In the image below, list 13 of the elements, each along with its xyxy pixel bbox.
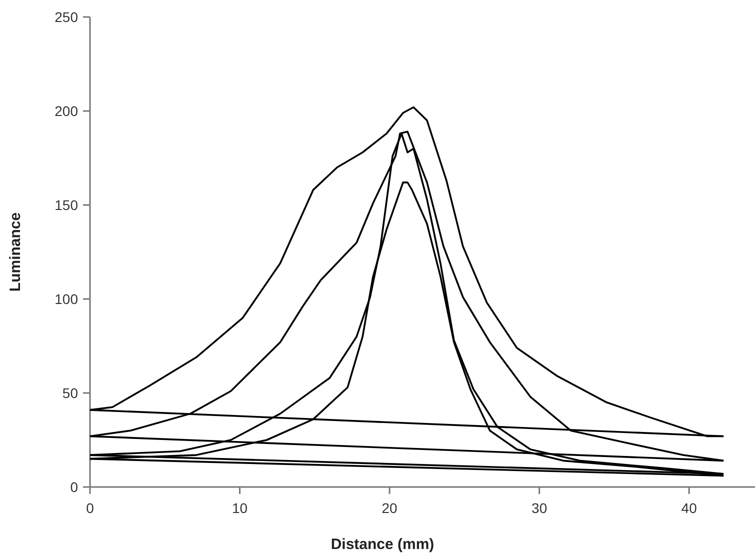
x-tick-label: 20	[382, 500, 398, 516]
y-tick-label: 50	[62, 384, 78, 401]
x-tick-label: 10	[232, 500, 248, 516]
x-tick-label: 0	[86, 500, 94, 516]
y-axis-title: Luminance	[7, 212, 24, 292]
x-tick-label: 30	[532, 500, 548, 516]
y-tick-label: 150	[54, 196, 78, 213]
y-tick-label: 250	[54, 8, 78, 25]
y-tick-label: 100	[54, 290, 78, 307]
y-tick-label: 200	[54, 102, 78, 119]
x-tick-label: 40	[681, 500, 698, 516]
x-axis-title: Distance (mm)	[330, 536, 434, 553]
y-tick-label: 0	[70, 478, 78, 495]
